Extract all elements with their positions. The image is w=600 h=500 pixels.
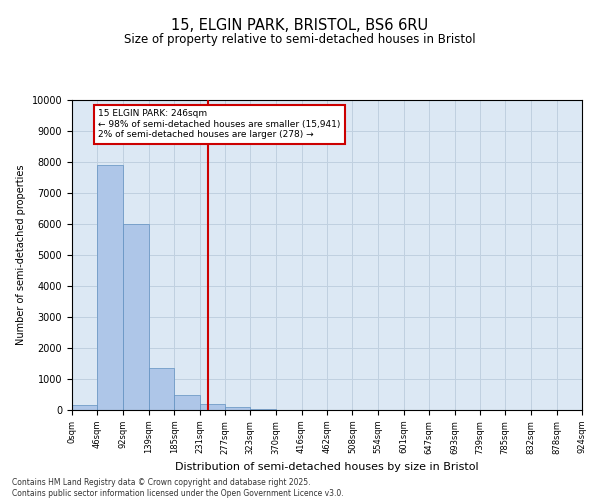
Bar xyxy=(123,224,149,410)
Bar xyxy=(149,368,174,410)
Text: 15, ELGIN PARK, BRISTOL, BS6 6RU: 15, ELGIN PARK, BRISTOL, BS6 6RU xyxy=(172,18,428,32)
Bar xyxy=(97,165,123,410)
X-axis label: Distribution of semi-detached houses by size in Bristol: Distribution of semi-detached houses by … xyxy=(175,462,479,472)
Y-axis label: Number of semi-detached properties: Number of semi-detached properties xyxy=(16,165,26,345)
Bar xyxy=(72,406,97,410)
Bar xyxy=(250,409,276,410)
Bar xyxy=(225,407,250,410)
Text: Contains HM Land Registry data © Crown copyright and database right 2025.
Contai: Contains HM Land Registry data © Crown c… xyxy=(12,478,344,498)
Bar xyxy=(199,404,225,410)
Text: 15 ELGIN PARK: 246sqm
← 98% of semi-detached houses are smaller (15,941)
2% of s: 15 ELGIN PARK: 246sqm ← 98% of semi-deta… xyxy=(98,110,341,139)
Bar xyxy=(174,394,200,410)
Text: Size of property relative to semi-detached houses in Bristol: Size of property relative to semi-detach… xyxy=(124,32,476,46)
